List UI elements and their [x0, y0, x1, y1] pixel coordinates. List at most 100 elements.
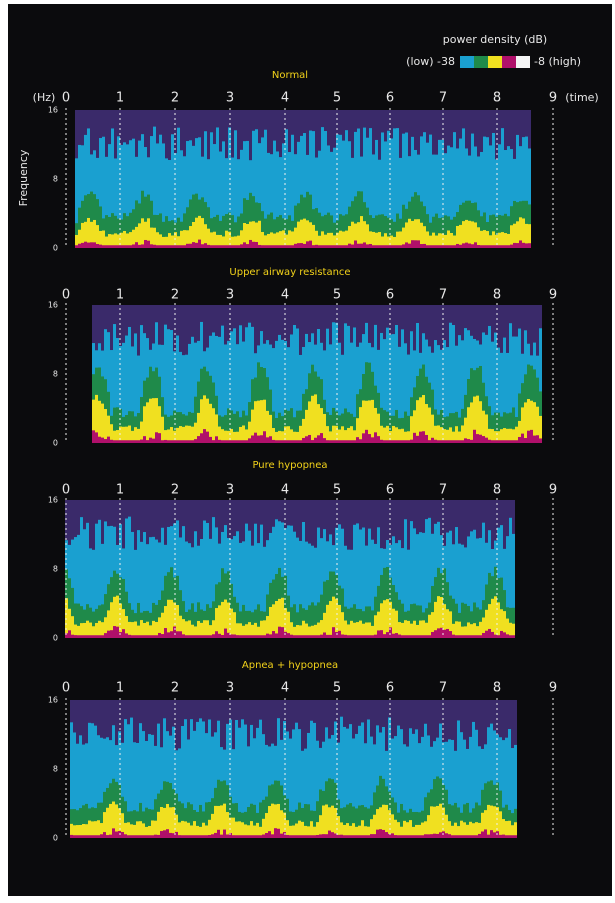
band [254, 500, 257, 524]
x-tick-label: 9 [549, 91, 557, 106]
band [146, 500, 149, 544]
band [169, 833, 172, 838]
band [167, 440, 170, 443]
band [461, 500, 464, 545]
band [246, 244, 249, 248]
panel-title: Upper airway resistance [229, 267, 350, 278]
band [131, 440, 134, 443]
band [108, 245, 111, 248]
band [487, 835, 490, 838]
band [233, 612, 236, 638]
band [192, 242, 195, 248]
band [184, 835, 187, 838]
band [511, 700, 514, 748]
band [109, 835, 112, 838]
band [219, 245, 222, 248]
band [197, 305, 200, 341]
band [483, 110, 486, 137]
band [87, 243, 90, 248]
band [98, 401, 101, 443]
band [518, 437, 521, 443]
y-tick-label: 8 [53, 175, 58, 184]
band [389, 440, 392, 443]
band [343, 700, 346, 727]
band [412, 700, 415, 734]
band [209, 635, 212, 638]
band [176, 305, 179, 336]
band [206, 305, 209, 348]
band [82, 700, 85, 745]
band [498, 110, 501, 144]
band [202, 700, 205, 721]
band [132, 110, 135, 139]
band [489, 110, 492, 145]
band [249, 110, 252, 160]
band [218, 440, 221, 443]
band [506, 634, 509, 638]
band [257, 305, 260, 345]
band [366, 244, 369, 248]
band [480, 245, 483, 248]
band [92, 635, 95, 638]
band [231, 110, 234, 158]
band [335, 440, 338, 443]
band [410, 440, 413, 443]
band [395, 440, 398, 443]
band [465, 243, 468, 248]
band [127, 700, 130, 724]
band [408, 219, 411, 248]
band [357, 110, 360, 129]
band [488, 629, 491, 638]
band [277, 700, 280, 718]
band [106, 835, 109, 838]
band [461, 305, 464, 340]
band [489, 245, 492, 248]
band [350, 500, 353, 550]
band [146, 305, 149, 338]
band [235, 835, 238, 838]
band [440, 440, 443, 443]
band [350, 305, 353, 343]
band [338, 500, 341, 524]
band [511, 835, 514, 838]
band [498, 245, 501, 248]
band [518, 305, 521, 329]
band [285, 245, 288, 248]
band [262, 700, 265, 734]
band [497, 602, 500, 638]
band [509, 635, 512, 638]
band [234, 245, 237, 248]
band [243, 110, 246, 141]
band [190, 700, 193, 719]
band [310, 700, 313, 721]
band [272, 500, 275, 527]
band [530, 305, 533, 355]
band [464, 305, 467, 328]
band [272, 631, 275, 638]
band [102, 110, 105, 137]
band [524, 438, 527, 443]
band [266, 437, 269, 443]
band [181, 700, 184, 726]
band [249, 240, 252, 248]
band [169, 700, 172, 736]
band [391, 833, 394, 838]
band [135, 110, 138, 157]
band [433, 700, 436, 741]
band [485, 500, 488, 543]
band [296, 305, 299, 328]
band [298, 835, 301, 838]
band [125, 305, 128, 336]
band [77, 635, 80, 638]
band [111, 110, 114, 128]
legend-low: (low) -38 [406, 55, 455, 68]
band [500, 440, 503, 443]
band [370, 700, 373, 737]
band [268, 700, 271, 746]
band [203, 500, 206, 521]
band [122, 440, 125, 443]
band [112, 700, 115, 725]
band [421, 835, 424, 838]
band [320, 305, 323, 343]
band [353, 305, 356, 327]
